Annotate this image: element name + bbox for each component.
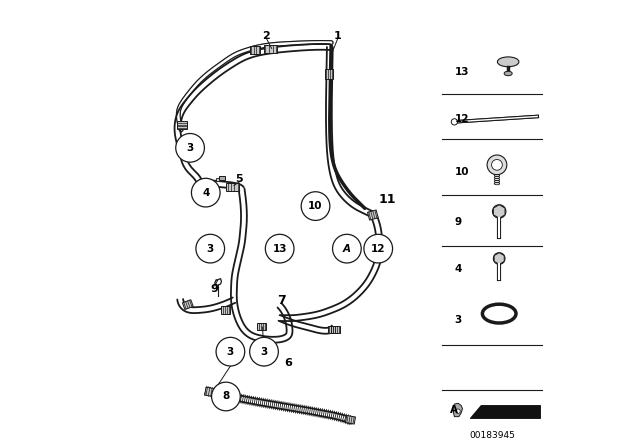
Text: 3: 3: [186, 143, 194, 153]
Text: 3: 3: [207, 244, 214, 254]
Text: 9: 9: [211, 284, 219, 294]
Text: 7: 7: [278, 293, 286, 307]
Bar: [216, 178, 221, 181]
Text: 2: 2: [262, 31, 270, 41]
Circle shape: [191, 178, 220, 207]
Bar: [177, 121, 187, 129]
Circle shape: [493, 253, 505, 264]
Text: 13: 13: [273, 244, 287, 254]
Circle shape: [196, 234, 225, 263]
Bar: [220, 176, 225, 180]
Text: A: A: [343, 244, 351, 254]
Circle shape: [492, 159, 502, 170]
Text: 13: 13: [454, 67, 469, 77]
Circle shape: [216, 337, 244, 366]
Polygon shape: [493, 205, 505, 218]
Circle shape: [333, 234, 361, 263]
Circle shape: [364, 234, 392, 263]
Bar: [250, 46, 260, 54]
Circle shape: [212, 382, 240, 411]
Text: 3: 3: [227, 347, 234, 357]
Circle shape: [456, 409, 460, 414]
Text: 5: 5: [236, 174, 243, 184]
Text: 4: 4: [454, 264, 462, 274]
Bar: [264, 45, 278, 53]
Bar: [182, 300, 193, 310]
Circle shape: [451, 119, 458, 125]
Text: 8: 8: [222, 392, 230, 401]
Bar: [257, 323, 266, 330]
Circle shape: [301, 192, 330, 220]
Polygon shape: [470, 405, 540, 418]
Text: 12: 12: [371, 244, 385, 254]
Text: 12: 12: [454, 114, 469, 124]
Text: 00183945: 00183945: [470, 431, 515, 440]
Circle shape: [266, 234, 294, 263]
Polygon shape: [494, 253, 504, 264]
Circle shape: [176, 134, 204, 162]
Text: 1: 1: [334, 31, 342, 41]
Bar: [325, 69, 333, 79]
Bar: [346, 415, 355, 424]
Bar: [328, 326, 337, 333]
Text: 9: 9: [454, 217, 461, 227]
Polygon shape: [453, 403, 463, 417]
Ellipse shape: [483, 304, 516, 323]
Circle shape: [493, 205, 506, 218]
Text: 10: 10: [308, 201, 323, 211]
Text: 11: 11: [378, 193, 396, 206]
Circle shape: [250, 337, 278, 366]
Bar: [367, 210, 378, 220]
Text: 3: 3: [454, 315, 461, 325]
Circle shape: [487, 155, 507, 175]
Bar: [227, 183, 239, 191]
Text: 4: 4: [202, 188, 209, 198]
Polygon shape: [470, 405, 481, 418]
Ellipse shape: [504, 71, 512, 76]
Text: 6: 6: [285, 358, 292, 368]
Bar: [205, 387, 216, 397]
Text: 10: 10: [454, 168, 469, 177]
Bar: [221, 306, 230, 314]
Text: 3: 3: [260, 347, 268, 357]
Bar: [332, 326, 340, 333]
Text: A: A: [450, 405, 458, 415]
Ellipse shape: [497, 57, 519, 67]
